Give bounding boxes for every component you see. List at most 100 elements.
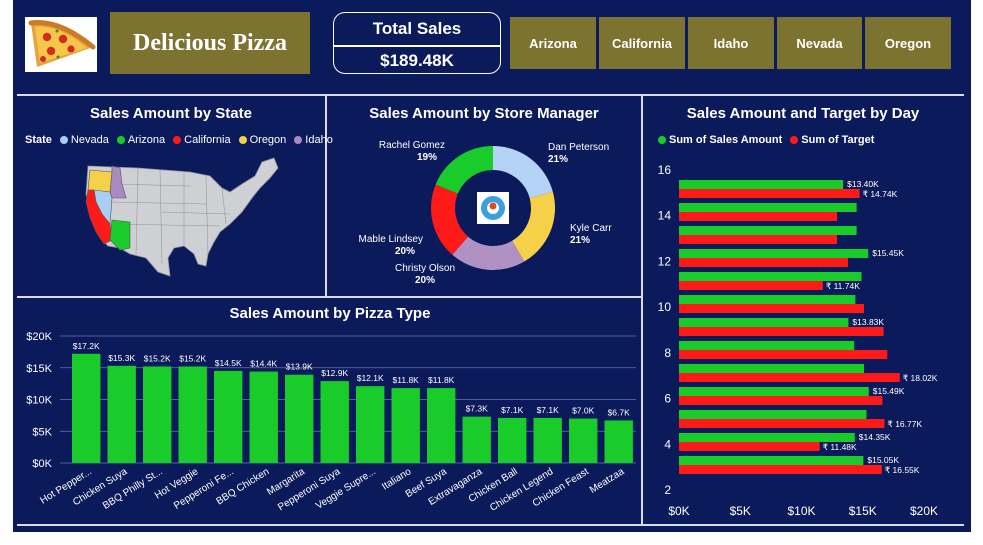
- sales-bar[interactable]: [679, 456, 864, 465]
- x-category-label: Veggie Supre...: [314, 466, 378, 512]
- donut-slice[interactable]: [493, 146, 553, 199]
- pizza-bar[interactable]: [178, 366, 207, 463]
- slicer-arizona[interactable]: Arizona: [510, 17, 596, 69]
- donut-label-name: Rachel Gomez: [379, 140, 445, 151]
- divider-v1: [325, 96, 327, 296]
- target-bar[interactable]: [679, 465, 882, 474]
- target-value-label: ₹ 11.74K: [826, 281, 860, 291]
- y-day-tick: 10: [658, 300, 672, 314]
- legend-oregon: Oregon: [238, 134, 286, 146]
- pizza-bar[interactable]: [72, 353, 101, 463]
- sales-bar[interactable]: [679, 387, 869, 396]
- donut-label-pct: 21%: [570, 235, 590, 246]
- target-bar[interactable]: [679, 350, 888, 359]
- y-tick-label: $10K: [26, 395, 52, 407]
- donut-slice[interactable]: [431, 184, 469, 255]
- sales-value-label: $15.45K: [872, 248, 904, 258]
- y-day-tick: 8: [664, 346, 671, 360]
- x-value-tick: $0K: [668, 504, 689, 518]
- slicer-california[interactable]: California: [599, 17, 685, 69]
- y-day-tick: 4: [664, 437, 671, 451]
- legend-nevada: Nevada: [59, 134, 109, 146]
- donut-label-name: Kyle Carr: [570, 223, 612, 234]
- sales-bar[interactable]: [679, 226, 857, 235]
- x-value-tick: $10K: [787, 504, 815, 518]
- brand-title: Delicious Pizza: [110, 12, 310, 74]
- sales-bar[interactable]: [679, 272, 862, 281]
- x-value-tick: $15K: [849, 504, 877, 518]
- sales-value-label: $15.49K: [873, 386, 905, 396]
- donut-label-name: Dan Peterson: [548, 142, 609, 153]
- pizza-bar[interactable]: [462, 416, 491, 463]
- pizza-bar[interactable]: [533, 417, 562, 463]
- target-bar[interactable]: [679, 258, 849, 267]
- pizza-bar[interactable]: [143, 366, 172, 463]
- target-value-label: ₹ 18.02K: [903, 373, 938, 383]
- donut-label-pct: 19%: [417, 152, 437, 163]
- bar-value-label: $14.4K: [250, 359, 277, 369]
- pizza-bar[interactable]: [249, 371, 278, 463]
- target-bar[interactable]: [679, 373, 900, 382]
- bar-value-label: $7.1K: [501, 405, 524, 415]
- sales-value-label: $15.05K: [867, 455, 899, 465]
- sales-bar[interactable]: [679, 249, 869, 258]
- target-bar[interactable]: [679, 327, 884, 336]
- bar-value-label: $14.5K: [215, 358, 242, 368]
- total-sales-card: Total Sales $189.48K: [333, 12, 501, 74]
- donut-slice[interactable]: [435, 146, 493, 194]
- bar-value-label: $7.1K: [537, 405, 560, 415]
- pizza-bar[interactable]: [569, 418, 598, 463]
- pizza-bar[interactable]: [320, 381, 349, 463]
- pizza-bar[interactable]: [604, 420, 633, 463]
- state-arizona: [109, 219, 131, 251]
- pizza-bar[interactable]: [427, 388, 456, 463]
- donut-label-pct: 21%: [548, 154, 568, 165]
- divider-middle: [17, 296, 641, 298]
- donut-slice[interactable]: [452, 236, 525, 270]
- donut-slice[interactable]: [512, 191, 555, 262]
- pizza-bar[interactable]: [356, 386, 385, 463]
- slicer-nevada[interactable]: Nevada: [777, 17, 862, 69]
- bar-value-label: $7.3K: [466, 404, 489, 414]
- legend-arizona: Arizona: [116, 134, 165, 146]
- map-legend: State Nevada Arizona California Oregon I…: [25, 134, 333, 146]
- y-day-tick: 2: [664, 483, 671, 497]
- sales-bar[interactable]: [679, 295, 856, 304]
- slicer-oregon[interactable]: Oregon: [865, 17, 951, 69]
- target-bar[interactable]: [679, 304, 864, 313]
- slicer-idaho[interactable]: Idaho: [688, 17, 774, 69]
- pizza-slice-icon: [28, 20, 96, 67]
- sales-bar[interactable]: [679, 410, 867, 419]
- sales-bar[interactable]: [679, 433, 855, 442]
- sales-bar[interactable]: [679, 318, 849, 327]
- x-value-tick: $20K: [910, 504, 938, 518]
- target-bar[interactable]: [679, 189, 860, 198]
- pizza-bar[interactable]: [285, 374, 314, 463]
- sales-bar[interactable]: [679, 203, 857, 212]
- legend-sales-amount: Sum of Sales Amount: [658, 134, 782, 146]
- bar-value-label: $12.1K: [357, 373, 384, 383]
- pizza-bar[interactable]: [391, 388, 420, 463]
- target-bar[interactable]: [679, 396, 883, 405]
- pizza-bar[interactable]: [107, 365, 136, 463]
- pizza-bar[interactable]: [214, 370, 243, 463]
- sales-bar[interactable]: [679, 180, 844, 189]
- sales-bar[interactable]: [679, 364, 864, 373]
- map-legend-title: State: [25, 134, 52, 146]
- bar-value-label: $7.0K: [572, 406, 595, 416]
- sales-value-label: $14.35K: [859, 432, 891, 442]
- target-bar[interactable]: [679, 235, 838, 244]
- pizza-chart-title: Sales Amount by Pizza Type: [229, 305, 431, 322]
- pizza-bar[interactable]: [498, 417, 527, 463]
- y-tick-label: $5K: [32, 426, 52, 438]
- sales-bar[interactable]: [679, 341, 855, 350]
- y-day-tick: 6: [664, 392, 671, 406]
- target-bar[interactable]: [679, 281, 823, 290]
- target-bar[interactable]: [679, 442, 820, 451]
- us-map: [85, 157, 279, 277]
- target-bar[interactable]: [679, 212, 838, 221]
- target-value-label: ₹ 16.77K: [887, 419, 922, 429]
- target-bar[interactable]: [679, 419, 885, 428]
